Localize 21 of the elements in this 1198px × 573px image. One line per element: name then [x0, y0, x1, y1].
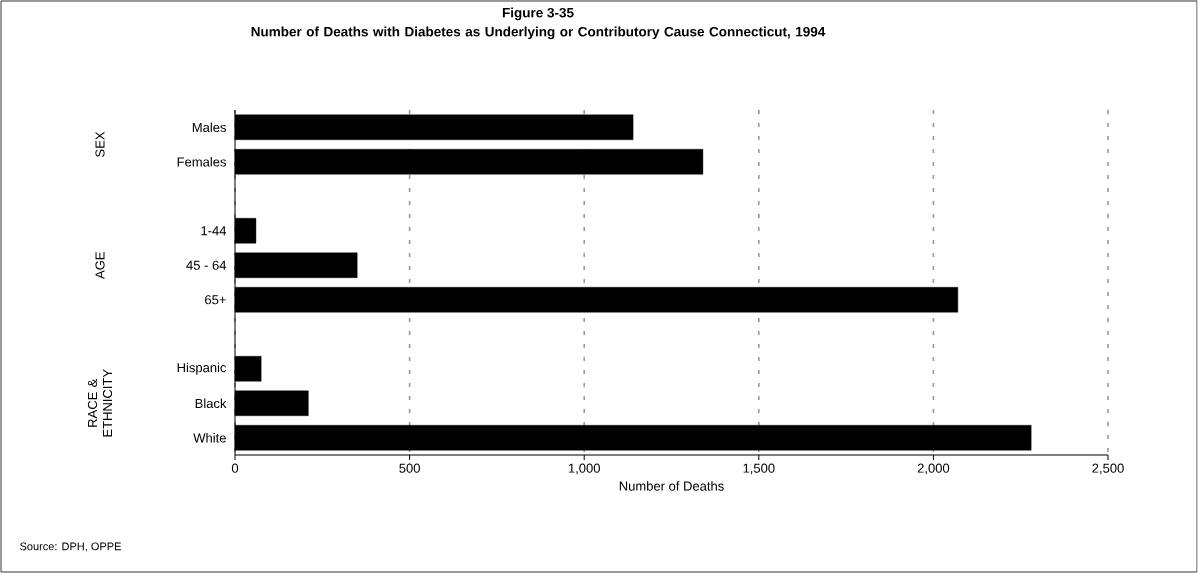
- source-note: Source: DPH, OPPE: [20, 542, 121, 552]
- y-tick-label: White: [193, 432, 226, 443]
- x-tick-label: 1,000: [568, 463, 600, 475]
- text: SEX: [95, 131, 105, 157]
- text: RACE & ETHNICITY: [87, 369, 113, 437]
- y-tick-label: 45 - 64: [186, 260, 227, 270]
- x-axis-title: Number of Deaths: [619, 481, 724, 491]
- x-tick-label: 2,500: [1092, 463, 1124, 475]
- y-tick-label: 65+: [205, 295, 226, 305]
- y-tick-label: Hispanic: [177, 362, 227, 375]
- chart-subtitle: Number of Deaths with Diabetes as Underlying or Contributory Cause Connecticut, 1994: [251, 26, 826, 40]
- y-tick-label: Males: [192, 122, 226, 133]
- x-tick-label: 0: [231, 463, 239, 473]
- x-tick-label: 1,500: [743, 463, 775, 475]
- chart-title: Figure 3-35: [502, 7, 574, 21]
- x-tick-label: 2,000: [917, 463, 950, 475]
- y-tick-label: 1-44: [201, 226, 227, 236]
- y-tick-label: Black: [195, 398, 227, 409]
- text: AGE: [95, 252, 105, 279]
- y-tick-label: Females: [177, 156, 226, 167]
- x-tick-label: 500: [399, 463, 420, 473]
